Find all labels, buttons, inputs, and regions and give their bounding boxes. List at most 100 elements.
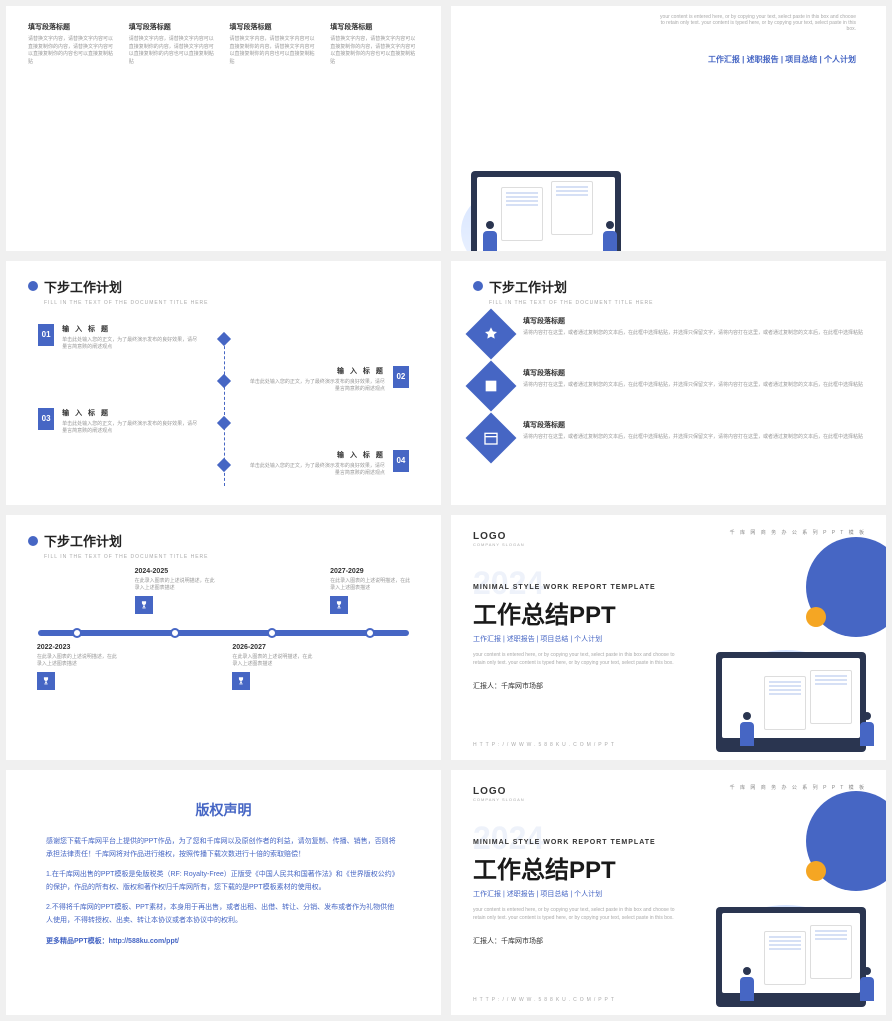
timeline-dot — [365, 628, 375, 638]
cover-url: HTTP://WWW.588KU.COM/PPT — [473, 742, 617, 748]
item-body: 请将内容打在这里，或者通过复制您的文本后，在此框中选择粘贴，并选择只保留文字，请… — [523, 382, 863, 390]
col-1: 填写段落标题请替换文字内容，请替换文字内容可以直接复制你的内容，请替换文字内容可… — [28, 22, 117, 66]
year: 2022-2023 — [37, 644, 117, 651]
bullet-icon — [28, 536, 38, 546]
illustration — [451, 6, 690, 251]
num-box: 04 — [393, 450, 409, 472]
slide-columns: 填写段落标题请替换文字内容，请替换文字内容可以直接复制你的内容，请替换文字内容可… — [6, 6, 441, 251]
col-3: 填写段落标题请替换文字内容，请替换文字内容可以直接复制你的内容，请替换文字内容可… — [230, 22, 319, 66]
item-title: 输 入 标 题 — [62, 408, 198, 418]
year: 2026-2027 — [232, 644, 312, 651]
cover-desc: your content is entered here, or by copy… — [473, 652, 688, 667]
item-title: 填写段落标题 — [523, 368, 863, 378]
body: 在此录入图表的上述说明描述，在此录入上述图表描述 — [232, 654, 312, 668]
item-body: 单击此处输入您的正文，为了最终演示发布的良好效果，请尽量言简意赅的阐述观点 — [249, 463, 385, 477]
cover-author: 汇报人：千库网市场部 — [473, 936, 688, 946]
slide-copyright: 版权声明 感谢您下载千库网平台上提供的PPT作品，为了您和千库网以及原创作者的利… — [6, 770, 441, 1015]
diamond-icon — [216, 332, 230, 346]
copyright-p2: 1.在千库网出售的PPT模板是免版税类（RF: Royalty-Free）正版受… — [46, 869, 401, 894]
timeline-dot — [72, 628, 82, 638]
col-2: 填写段落标题请替换文字内容，请替换文字内容可以直接复制你的内容，请替换文字内容可… — [129, 22, 218, 66]
timeline-dot — [267, 628, 277, 638]
copyright-p3: 2.不得将千库网的PPT模板、PPT素材，本身用于再出售，或者出租、出借、转让、… — [46, 902, 401, 927]
item-3: 03 输 入 标 题单击此处输入您的正文，为了最终演示发布的良好效果，请尽量言简意… — [38, 408, 198, 435]
logo: LOGO — [473, 786, 688, 797]
col-body: 请替换文字内容，请替换文字内容可以直接复制你的内容，请替换文字内容可以直接复制你… — [129, 36, 218, 66]
cover-cats: 工作汇报 | 述职报告 | 项目总结 | 个人计划 — [473, 634, 688, 644]
slide-cover-2: LOGO COMPANY SLOGAN 千 库 网 商 务 办 公 系 列 P … — [451, 770, 886, 1015]
illustration — [677, 577, 886, 761]
cover-url: HTTP://WWW.588KU.COM/PPT — [473, 997, 617, 1003]
year: 2027-2029 — [330, 568, 410, 575]
copyright-link[interactable]: 更多精品PPT模板：http://588ku.com/ppt/ — [46, 936, 401, 949]
cover-desc: your content is entered here, or by copy… — [473, 907, 688, 922]
item-body: 请将内容打在这里，或者通过复制您的文本后，在此框中选择粘贴，并选择只保留文字，请… — [523, 330, 863, 338]
cover-main: 工作总结PPT — [473, 595, 688, 630]
icon-item-2: 填写段落标题请将内容打在这里，或者通过复制您的文本后，在此框中选择粘贴，并选择只… — [473, 368, 864, 404]
cover-cats: 工作汇报 | 述职报告 | 项目总结 | 个人计划 — [708, 54, 856, 65]
timeline-item-3: 2026-2027 在此录入图表的上述说明描述，在此录入上述图表描述 — [232, 644, 312, 694]
logo: LOGO — [473, 531, 688, 542]
timeline-dot — [170, 628, 180, 638]
year: 2024-2025 — [135, 568, 215, 575]
slide-partial-cover: your content is entered here, or by copy… — [451, 6, 886, 251]
subtitle: FILL IN THE TEXT OF THE DOCUMENT TITLE H… — [489, 300, 864, 306]
item-body: 请将内容打在这里，或者通过复制您的文本后，在此框中选择粘贴，并选择只保留文字，请… — [523, 434, 863, 442]
timeline-item-1: 2022-2023 在此录入图表的上述说明描述，在此录入上述图表描述 — [37, 644, 117, 694]
subtitle: FILL IN THE TEXT OF THE DOCUMENT TITLE H… — [44, 300, 419, 306]
col-title: 填写段落标题 — [230, 22, 319, 32]
item-title: 填写段落标题 — [523, 420, 863, 430]
body: 在此录入图表的上述说明描述，在此录入上述图表描述 — [135, 578, 215, 592]
bullet-icon — [473, 281, 483, 291]
cover-cats: 工作汇报 | 述职报告 | 项目总结 | 个人计划 — [473, 889, 688, 899]
icon-item-1: 填写段落标题请将内容打在这里，或者通过复制您的文本后，在此框中选择粘贴，并选择只… — [473, 316, 864, 352]
cover-tag: 千 库 网 商 务 办 公 系 列 P P T 模 板 — [730, 529, 866, 536]
item-body: 单击此处输入您的正文，为了最终演示发布的良好效果，请尽量言简意赅的阐述观点 — [62, 337, 198, 351]
diamond-icon — [466, 308, 517, 359]
body: 在此录入图表的上述说明描述，在此录入上述图表描述 — [37, 654, 117, 668]
item-title: 输 入 标 题 — [249, 366, 385, 376]
item-title: 输 入 标 题 — [62, 324, 198, 334]
item-body: 单击此处输入您的正文，为了最终演示发布的良好效果，请尽量言简意赅的阐述观点 — [62, 421, 198, 435]
cover-en: MINIMAL STYLE WORK REPORT TEMPLATE — [473, 584, 688, 591]
diamond-icon — [216, 416, 230, 430]
trophy-icon — [232, 672, 250, 690]
item-1: 01 输 入 标 题单击此处输入您的正文，为了最终演示发布的良好效果，请尽量言简意… — [38, 324, 198, 351]
subtitle: FILL IN THE TEXT OF THE DOCUMENT TITLE H… — [44, 554, 419, 560]
timeline-item-2: 2024-2025 在此录入图表的上述说明描述，在此录入上述图表描述 — [135, 568, 215, 618]
square-icon — [466, 360, 517, 411]
item-4: 04 输 入 标 题单击此处输入您的正文，为了最终演示发布的良好效果，请尽量言简意… — [249, 450, 409, 477]
col-title: 填写段落标题 — [129, 22, 218, 32]
cover-en: MINIMAL STYLE WORK REPORT TEMPLATE — [473, 839, 688, 846]
bullet-icon — [28, 281, 38, 291]
col-body: 请替换文字内容，请替换文字内容可以直接复制你的内容，请替换文字内容可以直接复制你… — [230, 36, 319, 66]
col-body: 请替换文字内容，请替换文字内容可以直接复制你的内容，请替换文字内容可以直接复制你… — [28, 36, 117, 66]
item-title: 填写段落标题 — [523, 316, 863, 326]
cover-author: 汇报人：千库网市场部 — [473, 681, 688, 691]
trophy-icon — [135, 596, 153, 614]
col-title: 填写段落标题 — [28, 22, 117, 32]
illustration — [677, 831, 886, 1015]
logo-sub: COMPANY SLOGAN — [473, 797, 688, 802]
item-body: 单击此处输入您的正文，为了最终演示发布的良好效果，请尽量言简意赅的阐述观点 — [249, 379, 385, 393]
cover-tag: 千 库 网 商 务 办 公 系 列 P P T 模 板 — [730, 784, 866, 791]
item-2: 02 输 入 标 题单击此处输入您的正文，为了最终演示发布的良好效果，请尽量言简意… — [249, 366, 409, 393]
section-title: 下步工作计划 — [44, 531, 122, 550]
slide-timeline: 下步工作计划 FILL IN THE TEXT OF THE DOCUMENT … — [6, 515, 441, 760]
logo-sub: COMPANY SLOGAN — [473, 542, 688, 547]
body: 在此录入图表的上述说明描述，在此录入上述图表描述 — [330, 578, 410, 592]
calendar-icon — [466, 412, 517, 463]
copyright-p1: 感谢您下载千库网平台上提供的PPT作品，为了您和千库网以及原创作者的利益，请勿复… — [46, 836, 401, 861]
copyright-title: 版权声明 — [46, 800, 401, 820]
num-box: 02 — [393, 366, 409, 388]
num-box: 01 — [38, 324, 54, 346]
num-box: 03 — [38, 408, 54, 430]
slide-icons: 下步工作计划 FILL IN THE TEXT OF THE DOCUMENT … — [451, 261, 886, 506]
slide-cover: LOGO COMPANY SLOGAN 千 库 网 商 务 办 公 系 列 P … — [451, 515, 886, 760]
section-title: 下步工作计划 — [489, 277, 567, 296]
col-body: 请替换文字内容，请替换文字内容可以直接复制你的内容，请替换文字内容可以直接复制你… — [330, 36, 419, 66]
section-title: 下步工作计划 — [44, 277, 122, 296]
timeline-item-4: 2027-2029 在此录入图表的上述说明描述，在此录入上述图表描述 — [330, 568, 410, 618]
item-title: 输 入 标 题 — [249, 450, 385, 460]
diamond-icon — [216, 458, 230, 472]
